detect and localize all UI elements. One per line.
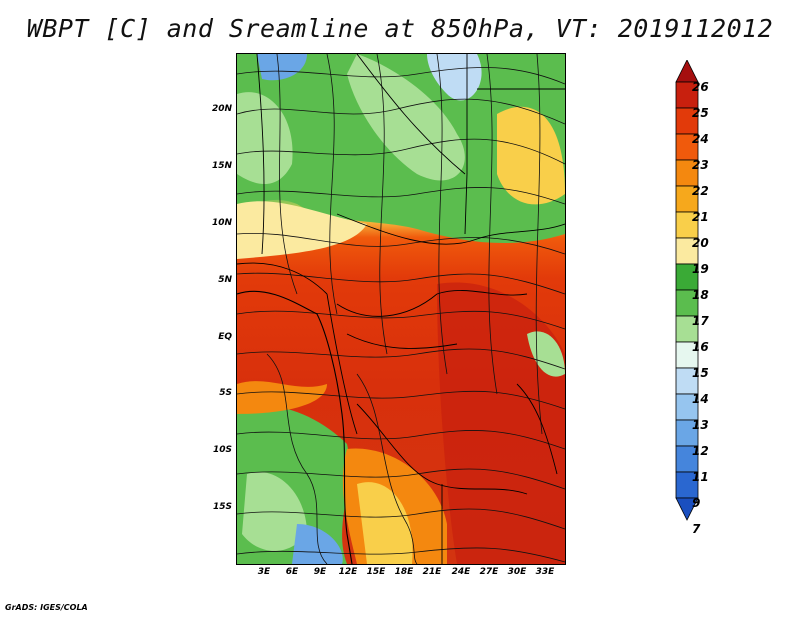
lat-label-15s: 15S [212, 502, 232, 512]
lon-label-24e: 24E [451, 567, 471, 577]
colorbar-top-arrow [675, 60, 699, 83]
chart-title: WBPT [C] and Sreamline at 850hPa, VT: 20… [26, 14, 774, 43]
colorbar-label: 12 [692, 444, 709, 458]
lat-label-20n: 20N [211, 104, 232, 114]
colorbar-label: 9 [692, 496, 701, 510]
lat-label-10n: 10N [211, 218, 232, 228]
lon-label-12e: 12E [338, 567, 358, 577]
colorbar [675, 60, 699, 521]
colorbar-swatches [675, 60, 699, 521]
colorbar-label: 14 [692, 392, 709, 406]
lon-label-3e: 3E [257, 567, 271, 577]
colorbar-label: 20 [692, 236, 709, 250]
lat-label-5s: 5S [219, 388, 232, 398]
colorbar-label: 25 [692, 106, 709, 120]
yellow-region-s [357, 482, 413, 564]
blue-region-sw [292, 524, 343, 564]
blue-region-n [427, 54, 482, 101]
lat-label-eq: EQ [218, 332, 232, 342]
colorbar-label: 23 [692, 158, 709, 172]
colorbar-label: 13 [692, 418, 709, 432]
lon-label-33e: 33E [535, 567, 555, 577]
colorbar-label: 15 [692, 366, 709, 380]
colorbar-label: 26 [692, 80, 709, 94]
lon-label-15e: 15E [366, 567, 386, 577]
lat-label-5n: 5N [218, 275, 232, 285]
lon-label-27e: 27E [479, 567, 499, 577]
credit-text: GrADS: IGES/COLA [5, 603, 88, 612]
colorbar-label: 7 [692, 522, 701, 536]
lon-label-9e: 9E [313, 567, 327, 577]
lon-label-18e: 18E [394, 567, 414, 577]
lon-label-21e: 21E [422, 567, 442, 577]
light-green-region-sw [242, 472, 307, 551]
yellow-band-west [237, 201, 367, 259]
streamlines [237, 54, 565, 564]
colorbar-label: 21 [692, 210, 709, 224]
blue-region-nw [257, 54, 307, 81]
colorbar-label: 19 [692, 262, 709, 276]
colorbar-label: 18 [692, 288, 709, 302]
lat-label-15n: 15N [211, 161, 232, 171]
colorbar-label: 17 [692, 314, 709, 328]
orange-region-w [237, 381, 327, 414]
lon-label-6e: 6E [285, 567, 299, 577]
map-panel [236, 53, 566, 565]
colorbar-label: 24 [692, 132, 709, 146]
colorbar-label: 16 [692, 340, 709, 354]
colorbar-bottom-arrow [675, 497, 699, 521]
lat-label-10s: 10S [212, 445, 232, 455]
colorbar-label: 11 [692, 470, 709, 484]
light-green-region-n [347, 54, 465, 181]
lon-label-30e: 30E [507, 567, 527, 577]
coastline [237, 290, 353, 564]
wbpt-field-map [237, 54, 565, 564]
yellow-region-ne [497, 106, 565, 205]
colorbar-label: 22 [692, 184, 709, 198]
light-green-region-nw [237, 92, 293, 184]
country-borders [237, 54, 565, 564]
